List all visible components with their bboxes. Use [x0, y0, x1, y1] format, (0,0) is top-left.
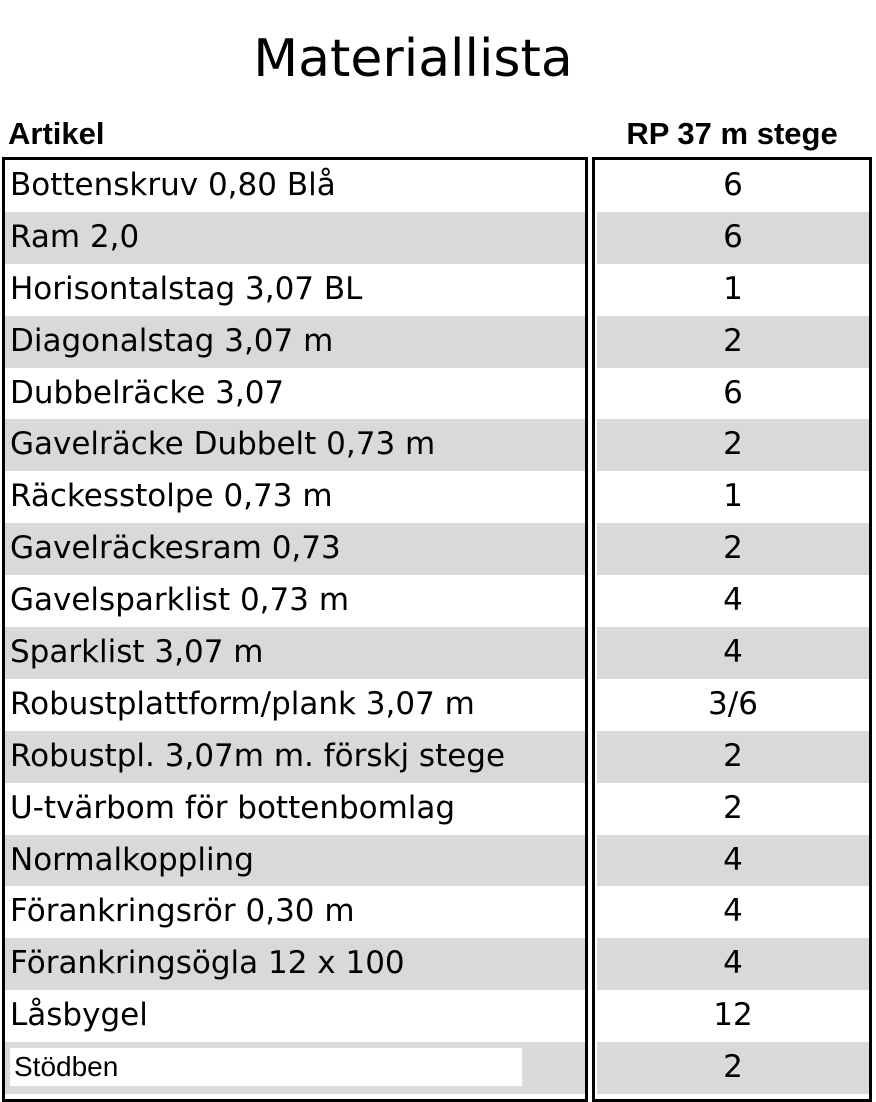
article-column: Bottenskruv 0,80 Blå Ram 2,0 Horisontals… [5, 160, 585, 1095]
quantity-cell: 1 [723, 478, 743, 515]
quantity-cell: 4 [597, 938, 869, 991]
quantity-cell: 4 [723, 893, 743, 930]
article-cell: Räckesstolpe 0,73 m [10, 478, 333, 515]
table-row: Gavelsparklist 0,73 m [5, 575, 585, 627]
table-row: Stödben [5, 1042, 585, 1095]
article-cell: Robustplattform/plank 3,07 m [10, 685, 475, 722]
table-row: Låsbygel [5, 990, 585, 1042]
article-cell: Robustpl. 3,07m m. förskj stege [10, 737, 506, 774]
article-cell: Dubbelräcke 3,07 [10, 374, 285, 411]
page-title: Materiallista [253, 29, 573, 89]
table-row: Robustplattform/plank 3,07 m [5, 679, 585, 731]
article-cell: Gavelräckesram 0,73 [10, 530, 341, 567]
table-row: Diagonalstag 3,07 m [5, 315, 585, 368]
quantity-column-border [592, 157, 872, 1102]
quantity-cell: 2 [723, 789, 743, 826]
table-row: Räckesstolpe 0,73 m [5, 471, 585, 523]
table-row: Sparklist 3,07 m [5, 627, 585, 679]
article-cell: Normalkoppling [10, 841, 254, 878]
table-row: Ram 2,0 [5, 211, 585, 264]
quantity-cell: 6 [597, 211, 869, 264]
quantity-cell: 2 [597, 1042, 869, 1095]
quantity-column: 6 6 1 2 6 2 1 2 4 4 3/6 2 2 4 4 4 12 2 [597, 160, 869, 1095]
table-row: Gavelräckesram 0,73 [5, 523, 585, 576]
article-cell: Bottenskruv 0,80 Blå [10, 167, 336, 203]
quantity-cell: 2 [597, 419, 869, 472]
table-row: Gavelräcke Dubbelt 0,73 m [5, 419, 585, 472]
article-cell: Gavelräcke Dubbelt 0,73 m [10, 426, 436, 463]
quantity-cell: 1 [723, 270, 743, 307]
quantity-cell: 4 [597, 834, 869, 887]
article-cell: Diagonalstag 3,07 m [10, 322, 334, 359]
article-cell: Låsbygel [10, 997, 148, 1034]
table-row: Normalkoppling [5, 834, 585, 887]
quantity-cell: 12 [713, 997, 753, 1034]
quantity-column-header: RP 37 m stege [626, 116, 838, 151]
table-row: Horisontalstag 3,07 BL [5, 264, 585, 316]
article-cell: Stödben [10, 1048, 522, 1087]
article-column-border [2, 157, 588, 1102]
table-row: U-tvärbom för bottenbomlag [5, 783, 585, 835]
article-cell: Ram 2,0 [10, 218, 140, 255]
table-row: Robustpl. 3,07m m. förskj stege [5, 730, 585, 783]
table-row: Förankringsögla 12 x 100 [5, 938, 585, 991]
article-cell: Förankringsögla 12 x 100 [10, 945, 405, 982]
table-row: Bottenskruv 0,80 Blå [5, 160, 585, 212]
quantity-cell: 3/6 [708, 685, 758, 722]
quantity-cell: 6 [723, 374, 743, 411]
article-column-header: Artikel [8, 116, 105, 151]
article-cell: Horisontalstag 3,07 BL [10, 270, 363, 307]
quantity-cell: 4 [723, 582, 743, 619]
table-row: Förankringsrör 0,30 m [5, 886, 585, 938]
article-cell: Gavelsparklist 0,73 m [10, 582, 350, 619]
quantity-cell: 6 [723, 167, 743, 203]
article-cell: Sparklist 3,07 m [10, 634, 264, 671]
quantity-cell: 2 [597, 523, 869, 576]
table-row: Dubbelräcke 3,07 [5, 368, 585, 420]
article-cell: U-tvärbom för bottenbomlag [10, 789, 456, 826]
quantity-cell: 4 [597, 627, 869, 679]
quantity-cell: 2 [597, 730, 869, 783]
article-cell: Förankringsrör 0,30 m [10, 893, 355, 930]
quantity-cell: 2 [597, 315, 869, 368]
